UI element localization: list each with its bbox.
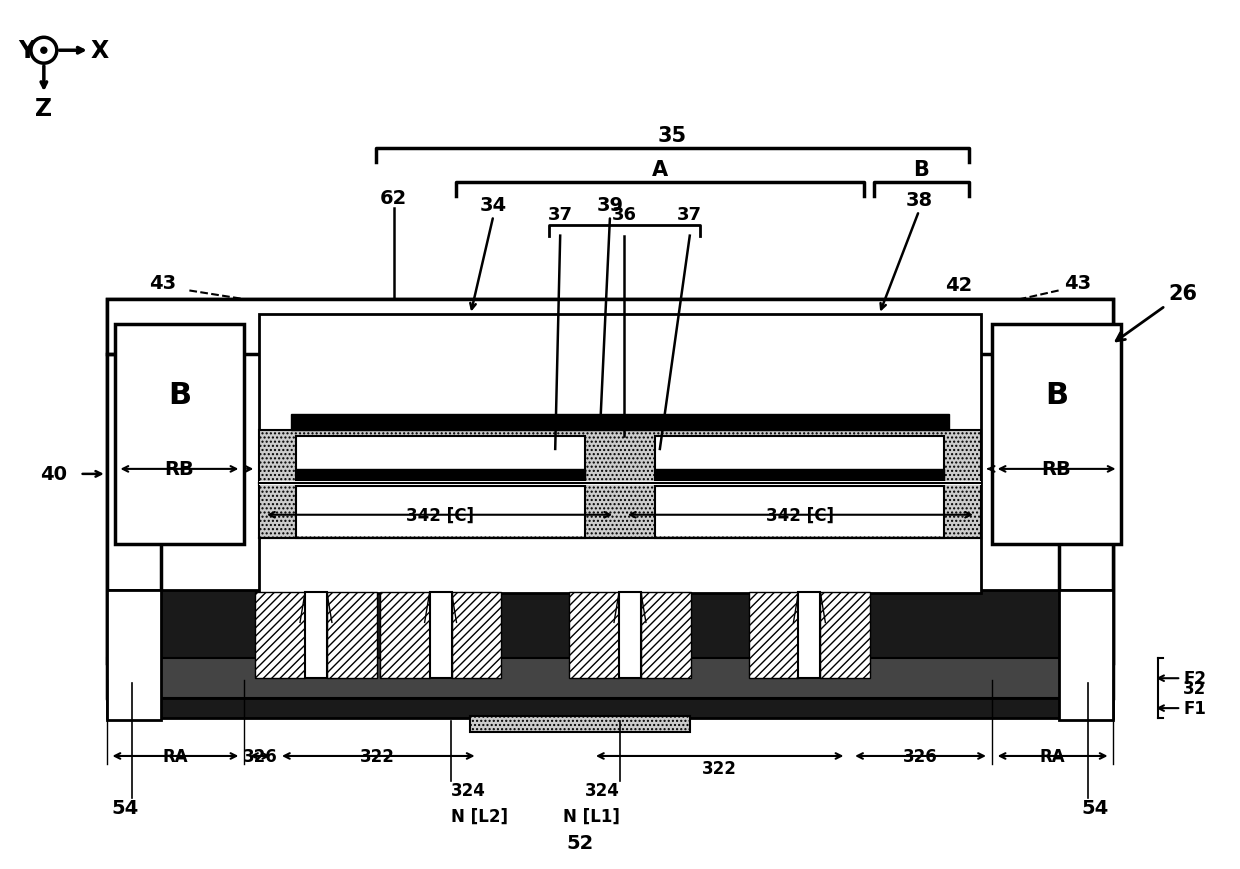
Text: 26: 26 xyxy=(1116,284,1198,342)
Text: 43: 43 xyxy=(150,274,176,293)
Bar xyxy=(1059,355,1114,664)
Bar xyxy=(470,716,689,733)
Text: 32: 32 xyxy=(1183,680,1207,698)
Text: X: X xyxy=(91,39,109,63)
Text: 342 [C]: 342 [C] xyxy=(766,506,835,524)
Text: B: B xyxy=(167,381,191,409)
Text: 54: 54 xyxy=(1081,799,1109,818)
Bar xyxy=(107,300,1114,355)
Text: 42: 42 xyxy=(945,275,972,295)
Bar xyxy=(107,699,1114,719)
Bar xyxy=(1059,355,1114,664)
Text: A: A xyxy=(652,160,668,180)
Text: RA: RA xyxy=(1040,747,1065,765)
Bar xyxy=(992,325,1121,544)
Bar xyxy=(655,436,944,487)
Bar xyxy=(107,591,1114,680)
Bar xyxy=(655,469,944,483)
Bar xyxy=(259,481,981,485)
Bar xyxy=(107,355,161,664)
Bar xyxy=(107,591,161,720)
Bar xyxy=(107,300,1114,699)
Text: Y: Y xyxy=(19,39,36,63)
Text: 324: 324 xyxy=(585,781,620,799)
Text: B: B xyxy=(914,160,930,180)
Bar xyxy=(296,483,585,538)
Bar xyxy=(379,593,429,679)
Bar xyxy=(619,593,641,679)
Bar xyxy=(305,593,327,679)
Text: 37: 37 xyxy=(548,205,573,223)
Text: 35: 35 xyxy=(657,126,687,146)
Bar xyxy=(799,593,821,679)
Text: 38: 38 xyxy=(905,191,932,210)
Bar xyxy=(1059,591,1114,720)
Bar xyxy=(569,593,619,679)
Text: 62: 62 xyxy=(381,189,408,208)
Text: Z: Z xyxy=(35,97,52,121)
Text: F2: F2 xyxy=(1183,669,1207,687)
Text: 342 [C]: 342 [C] xyxy=(405,506,474,524)
Bar xyxy=(255,593,305,679)
Text: 326: 326 xyxy=(243,747,278,765)
Text: N [L2]: N [L2] xyxy=(450,806,507,825)
Bar xyxy=(296,485,585,536)
Text: N [L1]: N [L1] xyxy=(563,806,620,825)
Text: 37: 37 xyxy=(677,205,702,223)
Text: 324: 324 xyxy=(450,781,485,799)
Text: 40: 40 xyxy=(40,465,67,484)
Bar xyxy=(429,593,451,679)
Bar xyxy=(114,325,244,544)
Circle shape xyxy=(41,48,47,54)
Bar xyxy=(107,300,1114,355)
Text: 36: 36 xyxy=(611,205,636,223)
Bar xyxy=(259,483,981,538)
Bar xyxy=(451,593,501,679)
Bar xyxy=(107,659,1114,699)
Text: RB: RB xyxy=(1042,460,1071,479)
Text: 43: 43 xyxy=(1064,274,1091,293)
Bar xyxy=(641,593,691,679)
Text: 322: 322 xyxy=(361,747,396,765)
Bar xyxy=(749,593,799,679)
Bar xyxy=(296,469,585,483)
Text: 54: 54 xyxy=(112,799,139,818)
Text: 326: 326 xyxy=(903,747,937,765)
Text: 322: 322 xyxy=(702,759,737,777)
Text: 34: 34 xyxy=(480,196,507,215)
Text: F1: F1 xyxy=(1183,700,1207,717)
Bar xyxy=(107,355,161,664)
Bar xyxy=(327,593,377,679)
Text: RB: RB xyxy=(165,460,195,479)
Bar xyxy=(259,315,981,594)
Bar xyxy=(296,436,585,487)
Bar xyxy=(259,430,981,485)
Bar xyxy=(821,593,870,679)
Text: B: B xyxy=(1045,381,1068,409)
Bar xyxy=(655,483,944,538)
Bar xyxy=(655,485,944,536)
Text: RA: RA xyxy=(162,747,188,765)
Text: 52: 52 xyxy=(567,833,594,852)
Text: 39: 39 xyxy=(596,196,624,215)
Bar xyxy=(291,415,949,430)
